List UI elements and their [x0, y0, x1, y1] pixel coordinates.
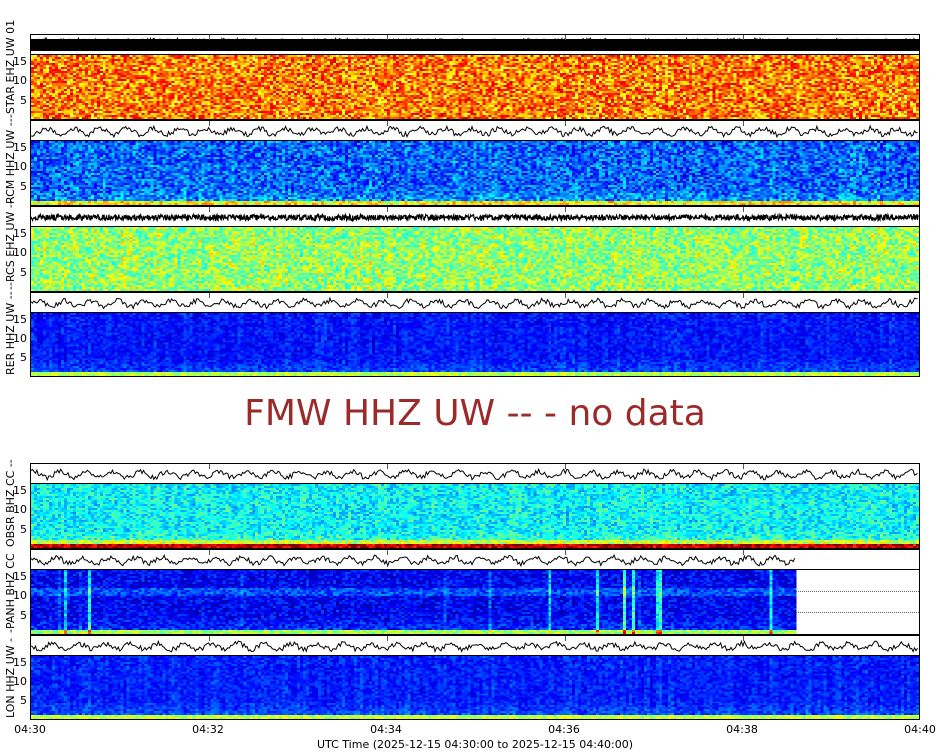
y-tick-label: 5: [20, 265, 27, 279]
x-tick-mark: [743, 35, 744, 40]
x-tick-mark: [209, 207, 210, 212]
station-label: --RCS EHZ UW --: [4, 200, 17, 290]
x-tick-mark: [209, 550, 210, 555]
y-tick-label: 15: [13, 655, 27, 669]
x-tick-mark: [209, 293, 210, 298]
x-tick-mark: [565, 550, 566, 555]
y-tick-label: 5: [20, 93, 27, 107]
x-tick-mark: [565, 121, 566, 126]
no-data-message: FMW HHZ UW -- - no data: [244, 393, 706, 434]
station-panel: [30, 120, 920, 206]
station-label: RCM HHZ UW --: [4, 118, 17, 204]
x-tick-label: 04:32: [192, 723, 224, 736]
y-tick-label: 5: [20, 693, 27, 707]
x-tick-label: 04:40: [904, 723, 936, 736]
y-tick-label: 10: [13, 589, 27, 603]
gridline: [796, 611, 919, 613]
station-label: OBSR BHZ CC --: [4, 459, 17, 547]
gridline: [796, 590, 919, 592]
station-panel: [30, 635, 920, 720]
station-label: RER HHZ UW --: [4, 291, 17, 375]
y-tick-label: 5: [20, 350, 27, 364]
station-label: -STAR EHZ UW 01: [4, 19, 17, 118]
waveform-trace: [31, 207, 919, 228]
x-tick-mark: [565, 207, 566, 212]
y-tick-label: 10: [13, 246, 27, 260]
station-panel: [30, 206, 920, 292]
x-tick-mark: [387, 293, 388, 298]
y-tick-label: 10: [13, 74, 27, 88]
waveform-trace: [31, 293, 919, 314]
x-tick-mark: [743, 550, 744, 555]
x-tick-mark: [387, 207, 388, 212]
y-tick-label: 5: [20, 608, 27, 622]
spectrogram-image: [31, 569, 919, 634]
waveform-trace: [31, 636, 919, 657]
waveform-trace: [31, 35, 919, 56]
x-axis-label: UTC Time (2025-12-15 04:30:00 to 2025-12…: [317, 738, 633, 751]
y-tick-label: 10: [13, 331, 27, 345]
x-tick-mark: [387, 464, 388, 469]
x-tick-label: 04:36: [548, 723, 580, 736]
y-tick-label: 5: [20, 179, 27, 193]
x-tick-mark: [209, 121, 210, 126]
x-tick-mark: [743, 293, 744, 298]
spectrogram-image: [31, 54, 919, 119]
y-tick-label: 10: [13, 674, 27, 688]
x-tick-label: 04:30: [14, 723, 46, 736]
x-tick-mark: [209, 636, 210, 641]
station-panel: [30, 549, 920, 635]
y-tick-label: 15: [13, 226, 27, 240]
y-tick-label: 10: [13, 503, 27, 517]
station-label: -PANH BHZ CC: [4, 553, 17, 633]
y-tick-label: 10: [13, 160, 27, 174]
spectrogram-image: [31, 655, 919, 719]
x-tick-mark: [565, 35, 566, 40]
x-tick-label: 04:34: [370, 723, 402, 736]
spectrogram-image: [31, 483, 919, 548]
x-tick-mark: [565, 293, 566, 298]
x-tick-mark: [387, 121, 388, 126]
x-tick-mark: [565, 636, 566, 641]
waveform-trace: [31, 550, 919, 571]
x-tick-mark: [743, 207, 744, 212]
x-tick-mark: [209, 35, 210, 40]
y-tick-label: 15: [13, 483, 27, 497]
x-tick-mark: [209, 464, 210, 469]
x-tick-mark: [387, 550, 388, 555]
y-tick-label: 15: [13, 569, 27, 583]
spectrogram-image: [31, 312, 919, 376]
station-label: LON HHZ UW -: [4, 637, 17, 718]
x-tick-mark: [565, 464, 566, 469]
x-tick-mark: [387, 636, 388, 641]
y-tick-label: 15: [13, 54, 27, 68]
spectrogram-image: [31, 140, 919, 205]
x-tick-mark: [743, 464, 744, 469]
y-tick-label: 5: [20, 522, 27, 536]
x-tick-mark: [743, 636, 744, 641]
x-tick-mark: [387, 35, 388, 40]
waveform-trace: [31, 121, 919, 142]
station-panel: [30, 292, 920, 377]
y-tick-label: 15: [13, 140, 27, 154]
station-panel: [30, 34, 920, 120]
y-tick-label: 15: [13, 312, 27, 326]
x-tick-mark: [743, 121, 744, 126]
station-panel: [30, 463, 920, 549]
spectrogram-image: [31, 226, 919, 291]
x-tick-label: 04:38: [726, 723, 758, 736]
waveform-trace: [31, 464, 919, 485]
